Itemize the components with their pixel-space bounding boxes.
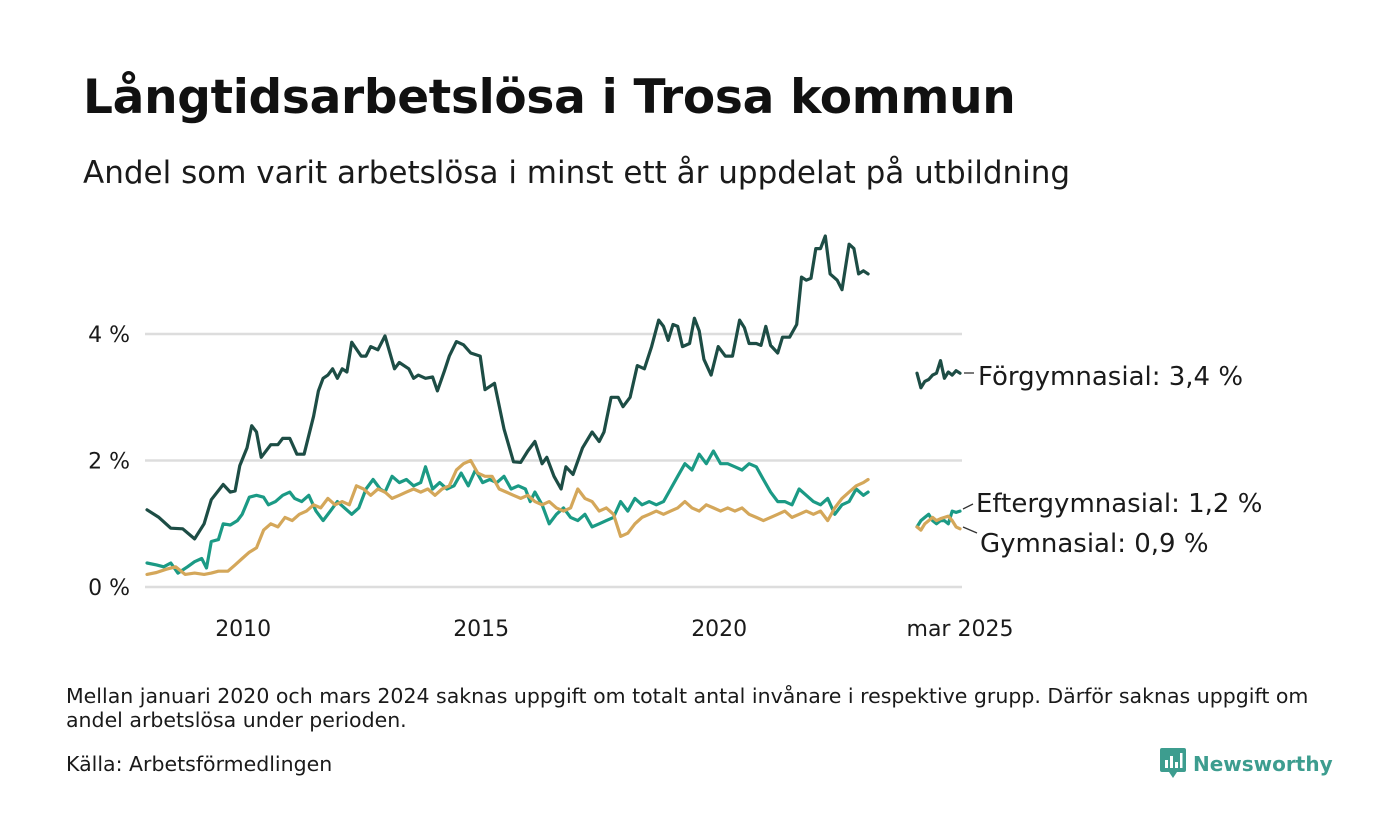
x-axis-ticks: 2010 2015 2020 mar 2025 (215, 617, 1013, 642)
y-tick-label: 0 % (88, 576, 130, 601)
newsworthy-logo: Newsworthy (1160, 748, 1333, 780)
label-leader-eftergymnasial (962, 503, 974, 510)
end-label-forgymnasial: Förgymnasial: 3,4 % (978, 362, 1243, 392)
series-line-eftergymnasial (145, 449, 870, 575)
chart-subtitle: Andel som varit arbetslösa i minst ett å… (83, 155, 1071, 191)
series-line-gymnasial (145, 458, 870, 577)
y-tick-label: 4 % (88, 323, 130, 348)
end-label-gymnasial: Gymnasial: 0,9 % (980, 529, 1209, 559)
series-line-recent-forgymnasial (915, 359, 962, 390)
source-note: Källa: Arbetsförmedlingen (66, 752, 333, 776)
y-tick-label: 2 % (88, 450, 130, 475)
gridlines (145, 332, 962, 589)
chart-title: Långtidsarbetslösa i Trosa kommun (83, 70, 1016, 125)
brand-name: Newsworthy (1193, 752, 1333, 776)
x-tick-label: 2010 (215, 617, 271, 642)
x-tick-label: 2020 (691, 617, 747, 642)
footnote: Mellan januari 2020 och mars 2024 saknas… (66, 684, 1309, 732)
end-labels: Förgymnasial: 3,4 % Eftergymnasial: 1,2 %… (962, 362, 1262, 559)
y-axis-ticks: 0 % 2 % 4 % (88, 323, 130, 601)
series-lines (145, 234, 962, 577)
label-leader-gymnasial (962, 526, 978, 534)
series-line-recent-gymnasial (915, 514, 962, 532)
series-line-forgymnasial (145, 234, 870, 541)
newsworthy-icon (1160, 748, 1186, 778)
series-line-recent-eftergymnasial (915, 509, 962, 529)
end-label-eftergymnasial: Eftergymnasial: 1,2 % (976, 489, 1262, 519)
x-tick-label-recent: mar 2025 (907, 617, 1014, 642)
x-tick-label: 2015 (453, 617, 509, 642)
